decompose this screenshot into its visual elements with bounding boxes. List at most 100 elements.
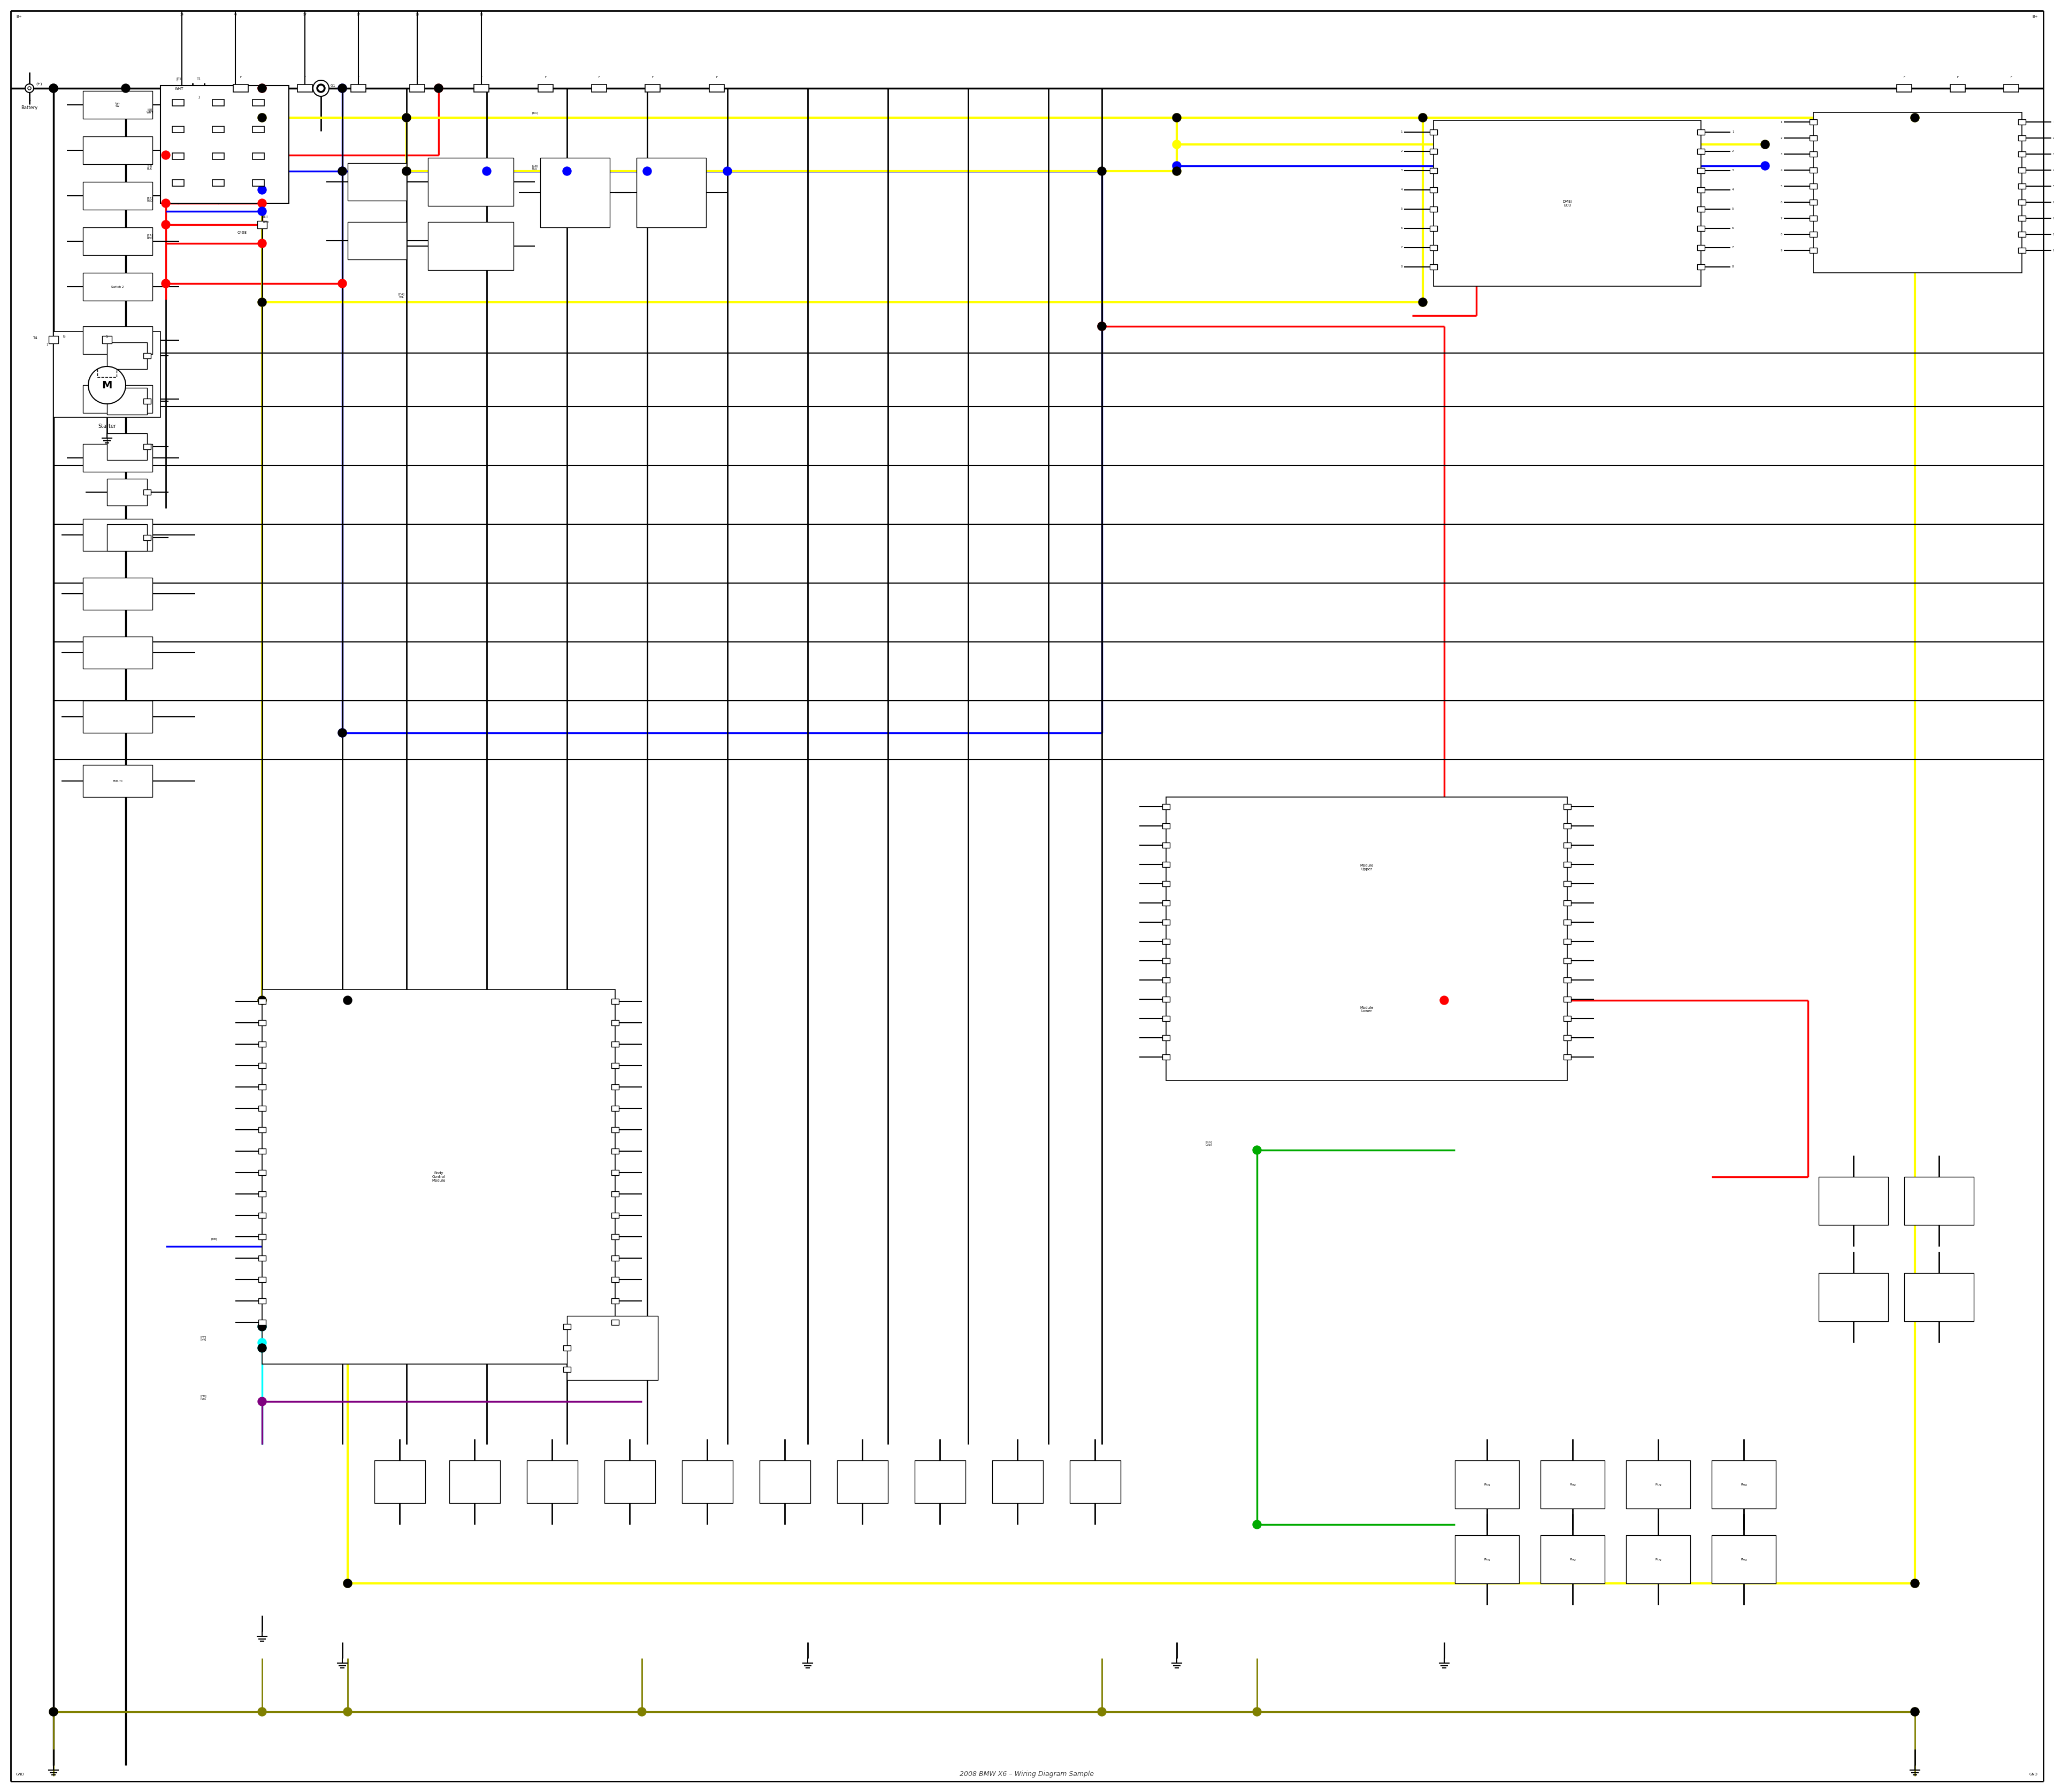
Bar: [160, 86, 290, 202]
Text: Module
Lower: Module Lower: [1360, 1005, 1374, 1012]
Bar: [1711, 1460, 1777, 1509]
Text: DME/
ECU: DME/ ECU: [1563, 199, 1571, 206]
Bar: [253, 100, 265, 106]
Bar: [173, 152, 185, 159]
Bar: [914, 1460, 965, 1503]
Bar: [1697, 186, 1705, 192]
Circle shape: [259, 297, 267, 306]
Bar: [144, 489, 150, 495]
Bar: [144, 398, 150, 403]
Text: Plug: Plug: [1656, 1484, 1662, 1486]
Bar: [612, 1127, 618, 1133]
Bar: [1430, 149, 1438, 154]
Bar: [253, 179, 265, 186]
Bar: [1697, 129, 1705, 134]
Circle shape: [259, 238, 267, 247]
Circle shape: [1173, 140, 1181, 149]
Bar: [1163, 842, 1171, 848]
Circle shape: [433, 84, 444, 93]
Bar: [374, 1460, 425, 1503]
Circle shape: [339, 84, 347, 93]
Text: [EI]: [EI]: [177, 77, 183, 81]
Bar: [1563, 1016, 1571, 1021]
Bar: [1563, 959, 1571, 964]
Bar: [212, 100, 224, 106]
Bar: [612, 1149, 618, 1154]
Bar: [1810, 136, 1818, 142]
Bar: [1563, 882, 1571, 887]
Circle shape: [1910, 1579, 1918, 1588]
Bar: [107, 342, 148, 369]
Bar: [1563, 919, 1571, 925]
Bar: [1810, 120, 1818, 125]
Text: T4: T4: [33, 337, 37, 340]
Circle shape: [259, 996, 267, 1005]
Text: B: B: [64, 335, 66, 339]
Circle shape: [259, 113, 267, 122]
Circle shape: [259, 1322, 267, 1331]
Circle shape: [343, 996, 351, 1005]
Bar: [1163, 805, 1171, 810]
Bar: [1904, 1177, 1974, 1226]
Bar: [1563, 842, 1571, 848]
Circle shape: [403, 167, 411, 176]
Circle shape: [1097, 323, 1107, 330]
Bar: [103, 335, 111, 344]
Circle shape: [259, 1322, 267, 1331]
Circle shape: [259, 297, 267, 306]
Text: 57: 57: [304, 13, 306, 16]
Text: GND: GND: [16, 1772, 25, 1776]
Text: Plug: Plug: [1483, 1484, 1489, 1486]
Circle shape: [723, 167, 731, 176]
Bar: [2019, 136, 2025, 142]
Circle shape: [1097, 167, 1107, 176]
Bar: [612, 1192, 618, 1197]
Bar: [612, 1319, 618, 1324]
Bar: [1563, 823, 1571, 828]
Circle shape: [1097, 323, 1107, 330]
Bar: [82, 444, 152, 471]
Bar: [612, 1278, 618, 1283]
Text: RED: RED: [263, 220, 269, 224]
Bar: [1711, 1536, 1777, 1584]
Circle shape: [1419, 297, 1428, 306]
Text: Battery: Battery: [21, 106, 37, 109]
Bar: [1430, 168, 1438, 174]
Bar: [2019, 199, 2025, 204]
Bar: [82, 520, 152, 550]
Bar: [82, 181, 152, 210]
Text: [EJ]: [EJ]: [263, 215, 269, 219]
Bar: [259, 1278, 265, 1283]
Text: (+): (+): [35, 82, 41, 86]
Bar: [259, 1041, 265, 1047]
Bar: [1454, 1460, 1520, 1509]
Bar: [347, 163, 407, 201]
Circle shape: [162, 199, 170, 208]
Bar: [1697, 246, 1705, 251]
Text: 67: 67: [357, 13, 359, 16]
Bar: [144, 444, 150, 450]
Bar: [347, 222, 407, 260]
Circle shape: [312, 81, 329, 97]
Bar: [1563, 939, 1571, 944]
Circle shape: [259, 113, 267, 122]
Bar: [1697, 206, 1705, 211]
Circle shape: [339, 84, 347, 93]
Bar: [1434, 120, 1701, 287]
Bar: [637, 158, 707, 228]
Text: Plug: Plug: [1569, 1484, 1575, 1486]
Bar: [1163, 882, 1171, 887]
Text: Starter: Starter: [99, 423, 115, 428]
Text: [BA]: [BA]: [532, 111, 538, 115]
Bar: [604, 1460, 655, 1503]
Text: G1: G1: [331, 84, 337, 88]
Circle shape: [643, 167, 651, 176]
Bar: [259, 1063, 265, 1068]
Bar: [1563, 900, 1571, 905]
Text: M: M: [103, 380, 113, 391]
Circle shape: [88, 366, 125, 403]
Bar: [1167, 797, 1567, 1081]
Bar: [298, 84, 312, 91]
Bar: [173, 100, 185, 106]
Bar: [1163, 1016, 1171, 1021]
